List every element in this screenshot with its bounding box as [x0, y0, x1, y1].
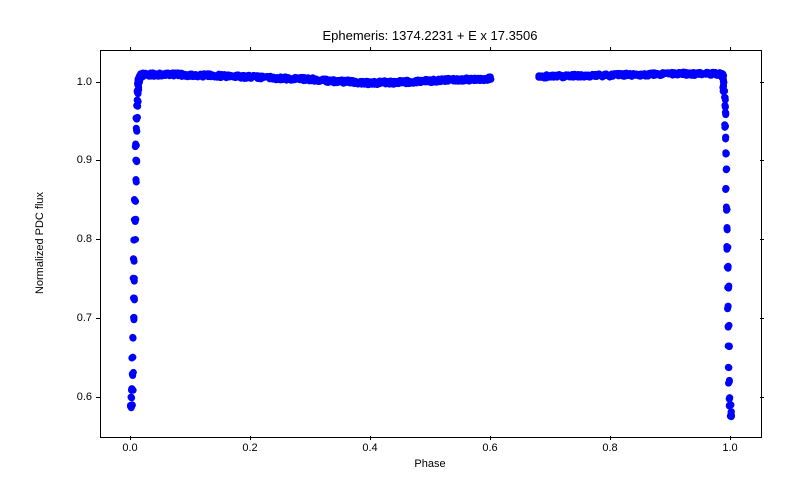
x-tick-mark-top — [250, 47, 251, 51]
y-tick-mark — [96, 239, 100, 240]
x-axis-label: Phase — [100, 458, 760, 470]
y-tick-mark — [96, 397, 100, 398]
x-tick-label: 0.0 — [122, 442, 137, 454]
x-tick-label: 0.8 — [602, 442, 617, 454]
y-tick-mark-right — [760, 318, 764, 319]
data-layer — [101, 51, 761, 437]
y-tick-mark — [96, 318, 100, 319]
x-tick-label: 0.2 — [242, 442, 257, 454]
y-tick-label: 0.9 — [60, 154, 92, 166]
y-tick-label: 1.0 — [60, 76, 92, 88]
x-tick-mark-top — [610, 47, 611, 51]
plot-area — [100, 50, 762, 438]
y-tick-mark — [96, 160, 100, 161]
x-tick-mark — [370, 436, 371, 440]
figure: Ephemeris: 1374.2231 + E x 17.3506 Norma… — [0, 0, 800, 500]
y-tick-label: 0.7 — [60, 312, 92, 324]
y-tick-label: 0.6 — [60, 391, 92, 403]
y-tick-mark — [96, 82, 100, 83]
x-tick-mark — [490, 436, 491, 440]
x-tick-mark-top — [490, 47, 491, 51]
chart-title: Ephemeris: 1374.2231 + E x 17.3506 — [100, 28, 760, 43]
y-axis-label: Normalized PDC flux — [30, 50, 50, 436]
x-tick-mark — [730, 436, 731, 440]
x-tick-label: 0.6 — [482, 442, 497, 454]
x-tick-mark — [250, 436, 251, 440]
x-tick-mark-top — [370, 47, 371, 51]
x-tick-label: 1.0 — [722, 442, 737, 454]
y-tick-mark-right — [760, 397, 764, 398]
y-tick-mark-right — [760, 82, 764, 83]
y-tick-label: 0.8 — [60, 233, 92, 245]
y-tick-mark-right — [760, 160, 764, 161]
x-tick-mark-top — [130, 47, 131, 51]
x-tick-mark-top — [730, 47, 731, 51]
x-tick-label: 0.4 — [362, 442, 377, 454]
y-tick-mark-right — [760, 239, 764, 240]
x-tick-mark — [130, 436, 131, 440]
x-tick-mark — [610, 436, 611, 440]
